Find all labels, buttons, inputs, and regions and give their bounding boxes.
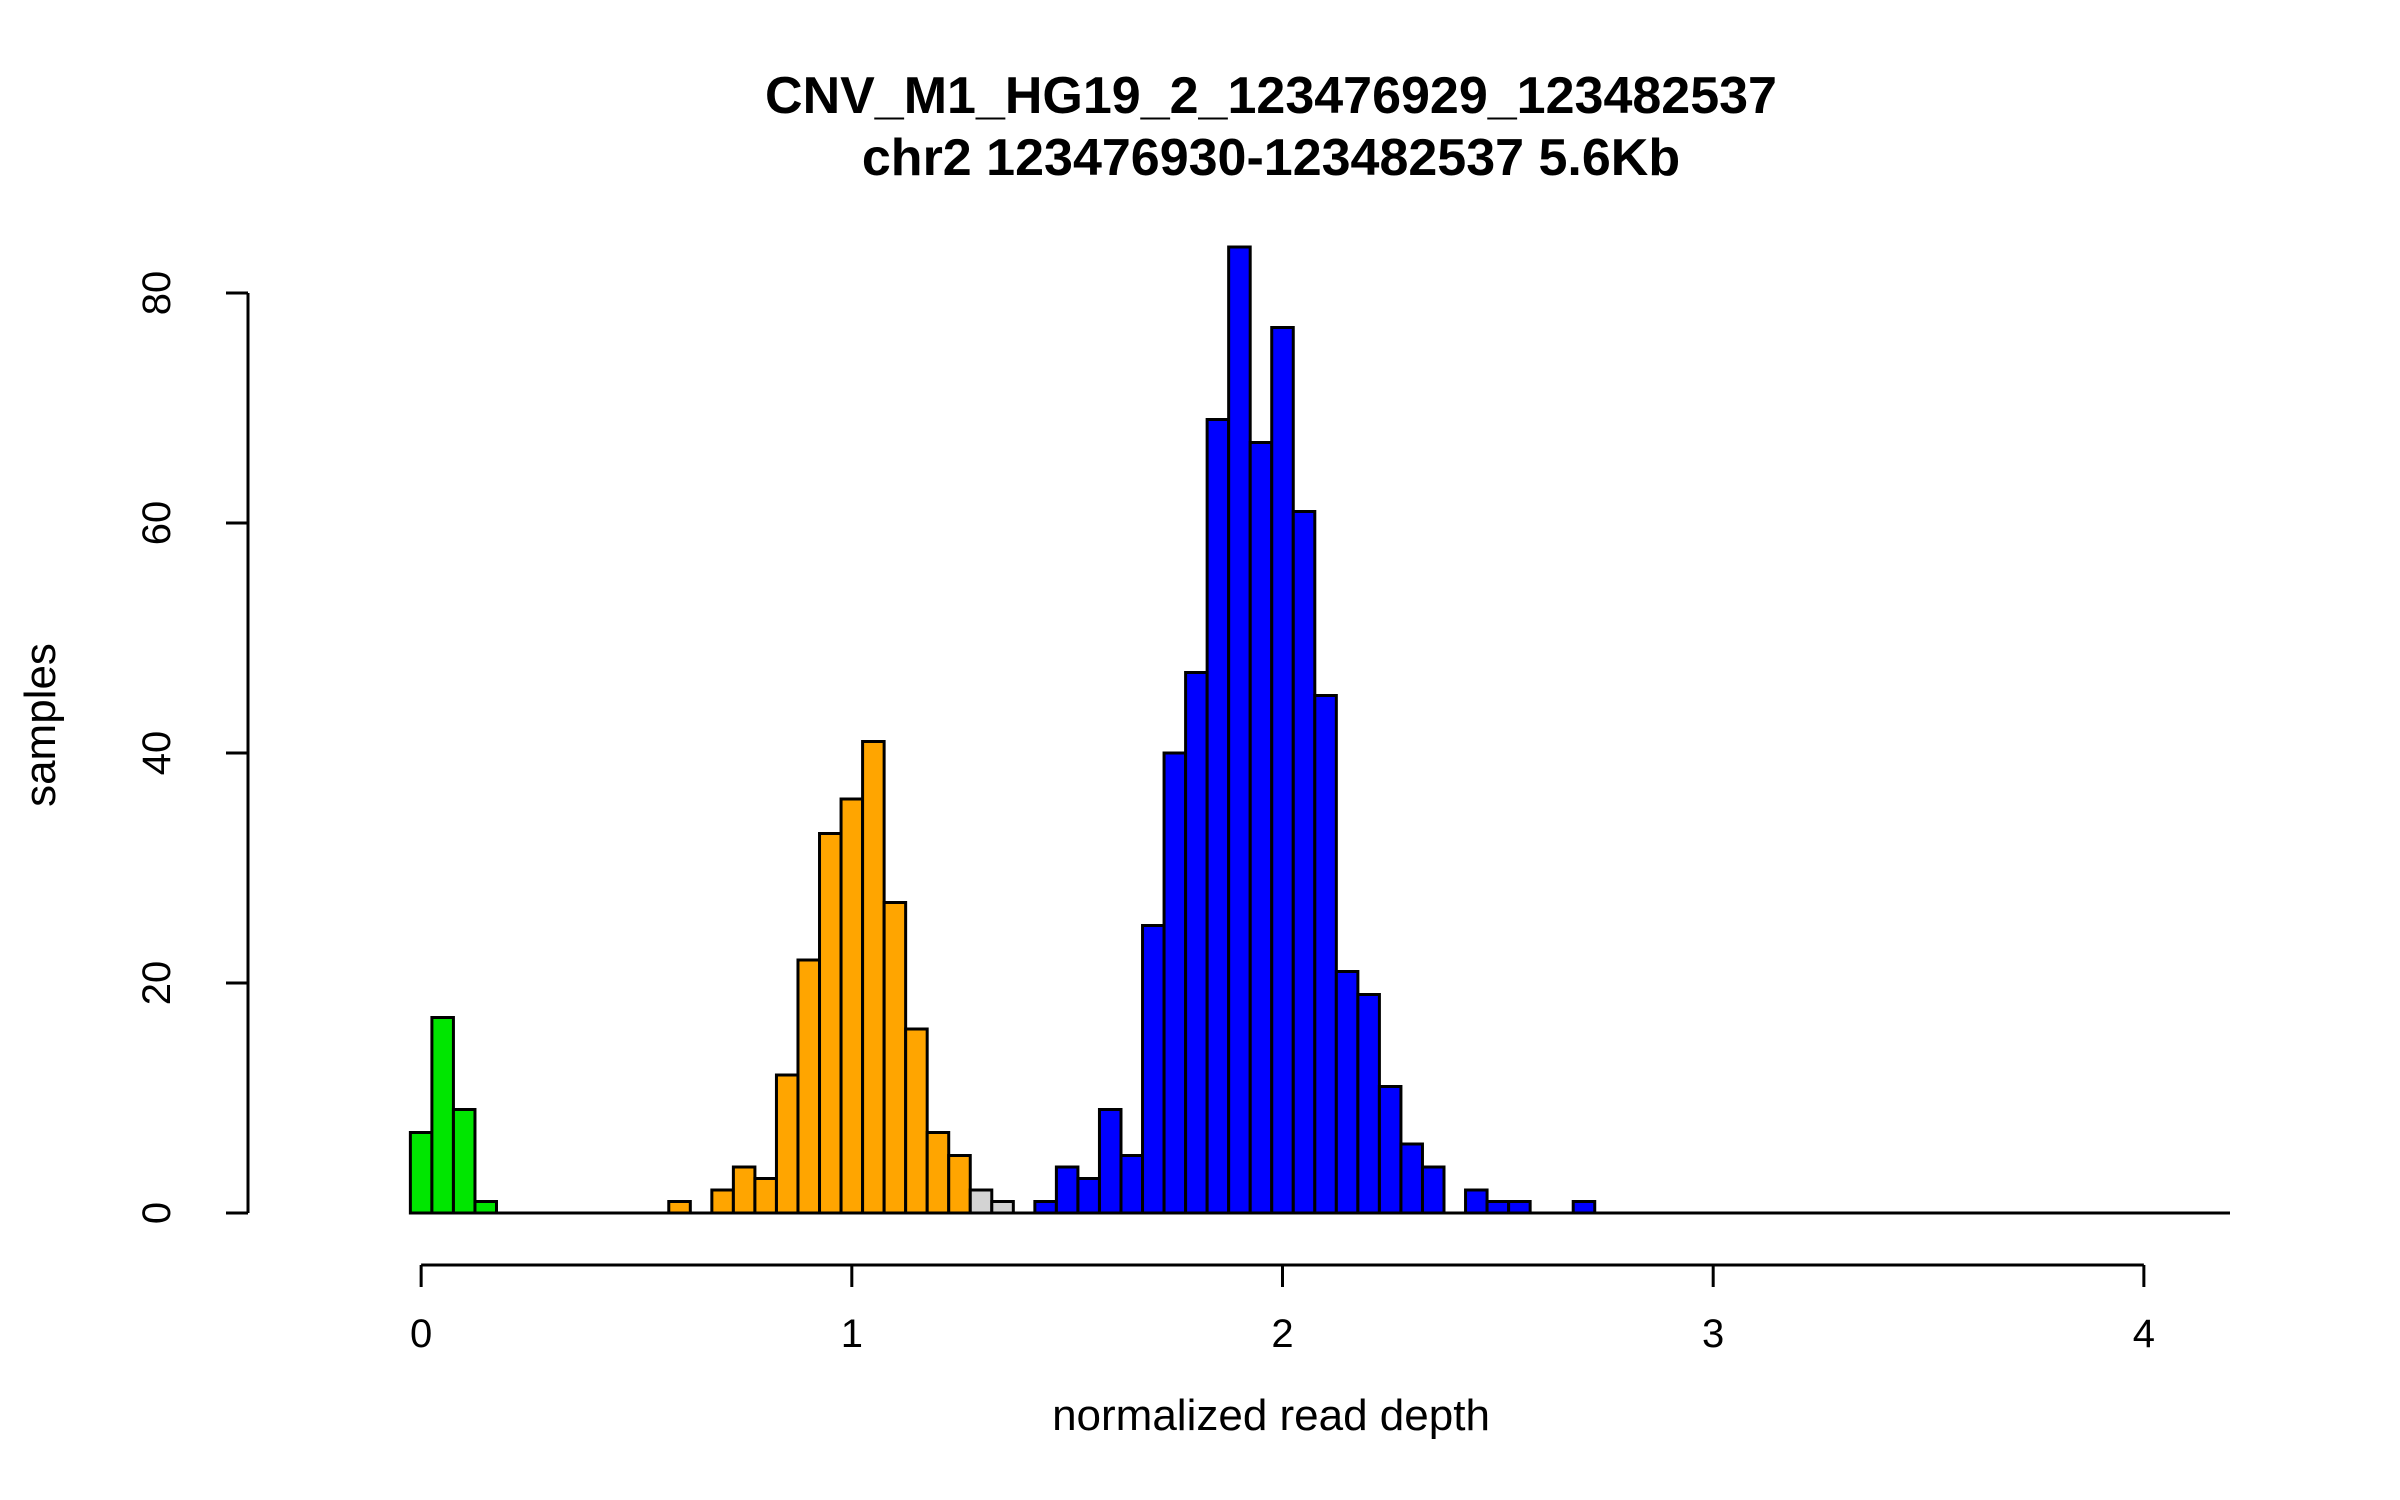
histogram-bar <box>1119 1154 1145 1215</box>
histogram-bar <box>1248 441 1274 1215</box>
histogram-bar <box>796 958 822 1215</box>
histogram-bar <box>1464 1188 1489 1215</box>
histogram-bar <box>1399 1142 1424 1215</box>
histogram-bar <box>1507 1200 1532 1215</box>
histogram-bar <box>1420 1165 1446 1215</box>
histogram-bar <box>1270 326 1295 1215</box>
histogram-bar <box>947 1154 972 1215</box>
x-axis: 0 1 2 3 4 <box>410 1263 2155 1356</box>
x-tick-label: 0 <box>410 1312 432 1356</box>
histogram-bar <box>882 901 908 1215</box>
histogram-bar <box>473 1200 499 1215</box>
histogram-bar <box>861 740 886 1215</box>
histogram-bar <box>408 1131 434 1215</box>
histogram-bar <box>904 1027 929 1215</box>
x-tick-label: 3 <box>1702 1312 1724 1356</box>
y-tick-label: 40 <box>135 731 179 776</box>
histogram-bar <box>968 1188 994 1215</box>
histogram-bars <box>408 245 2230 1215</box>
y-tick-label: 80 <box>135 271 179 316</box>
histogram-bar <box>1033 1200 1058 1215</box>
histogram-bar <box>1356 993 1381 1215</box>
histogram-bar <box>839 797 865 1215</box>
chart-title: CNV_M1_HG19_2_123476929_123482537 <box>765 67 1777 125</box>
x-tick-label: 1 <box>841 1312 863 1356</box>
histogram-bar <box>1571 1200 1597 1215</box>
histogram-bar <box>1141 924 1166 1215</box>
histogram-bar <box>1184 671 1209 1215</box>
y-tick-label: 20 <box>135 961 179 1006</box>
histogram-bar <box>774 1073 800 1215</box>
histogram-bar <box>667 1200 692 1215</box>
histogram-bar <box>1485 1200 1511 1215</box>
histogram-bar <box>430 1016 455 1215</box>
histogram-bar <box>1162 751 1188 1215</box>
x-tick-label: 2 <box>1271 1312 1293 1356</box>
y-tick-label: 0 <box>135 1202 179 1224</box>
x-axis-label: normalized read depth <box>1052 1391 1490 1440</box>
histogram-bar <box>710 1188 735 1215</box>
histogram-bar <box>990 1200 1015 1215</box>
y-tick-label: 60 <box>135 501 179 546</box>
histogram-bar <box>1334 970 1360 1215</box>
x-tick-label: 4 <box>2133 1312 2155 1356</box>
histogram-bar <box>1313 694 1338 1215</box>
histogram-bar <box>818 832 843 1215</box>
y-axis: 0 20 40 60 80 <box>135 271 250 1224</box>
histogram-bar <box>1054 1165 1080 1215</box>
histogram-bar <box>1205 418 1231 1215</box>
histogram-bar <box>1097 1108 1123 1215</box>
histogram-bar <box>1076 1177 1101 1215</box>
histogram-bar <box>1291 510 1317 1215</box>
histogram-bar <box>925 1131 951 1215</box>
histogram-bar <box>451 1108 477 1215</box>
y-axis-label: samples <box>16 643 65 807</box>
histogram-bar <box>731 1165 757 1215</box>
histogram-bar <box>753 1177 778 1215</box>
histogram-bar <box>1377 1085 1403 1215</box>
chart-subtitle: chr2 123476930-123482537 5.6Kb <box>862 129 1680 187</box>
histogram-bar <box>1227 245 1252 1215</box>
